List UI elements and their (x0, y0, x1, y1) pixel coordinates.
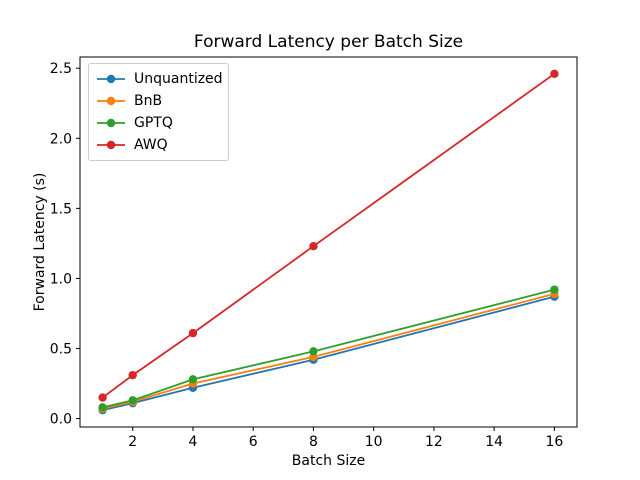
data-point-awq (128, 370, 137, 380)
x-tick-label: 12 (425, 434, 443, 450)
x-tick-label: 6 (249, 434, 258, 450)
y-tick-label: 2.0 (50, 131, 72, 147)
legend-entry-unquantized: Unquantized (89, 68, 228, 90)
y-tick-label: 1.5 (50, 201, 72, 217)
legend-label: GPTQ (134, 115, 173, 131)
y-axis-label: Forward Latency (s) (32, 173, 48, 312)
x-axis-label: Batch Size (292, 453, 365, 469)
data-point-awq (550, 69, 559, 79)
x-tick-label: 2 (128, 434, 137, 450)
series-line-bnb (102, 292, 555, 410)
legend: Unquantized BnB GPTQ AWQ (88, 63, 229, 161)
legend-entry-gptq: GPTQ (89, 112, 228, 134)
legend-entry-bnb: BnB (89, 90, 228, 112)
y-tick-label: 2.5 (50, 61, 72, 77)
y-tick-label: 0.0 (50, 412, 72, 428)
legend-marker-gptq (97, 118, 125, 128)
data-point-gptq (98, 403, 107, 412)
legend-entry-awq: AWQ (89, 134, 228, 156)
x-tick-label: 8 (309, 434, 318, 450)
axes-frame (79, 56, 578, 428)
data-point-gptq (309, 347, 318, 356)
x-tick-label: 10 (365, 434, 383, 450)
data-point-gptq (550, 285, 559, 294)
legend-label: BnB (134, 93, 163, 109)
x-tick-label: 4 (188, 434, 197, 450)
y-tick-label: 1.0 (50, 271, 72, 287)
data-point-awq (98, 393, 107, 402)
data-point-gptq (188, 375, 198, 384)
legend-marker-awq (97, 140, 125, 150)
data-point-awq (309, 242, 318, 251)
chart-title: Forward Latency per Batch Size (194, 32, 463, 52)
legend-marker-bnb (97, 96, 125, 106)
legend-marker-unquantized (97, 74, 125, 84)
legend-label: Unquantized (134, 71, 223, 87)
x-tick-label: 14 (485, 434, 503, 450)
x-tick-label: 16 (545, 434, 563, 450)
data-point-awq (188, 328, 198, 338)
legend-label: AWQ (134, 137, 168, 153)
data-point-gptq (128, 396, 137, 405)
y-tick-label: 0.5 (50, 342, 72, 358)
